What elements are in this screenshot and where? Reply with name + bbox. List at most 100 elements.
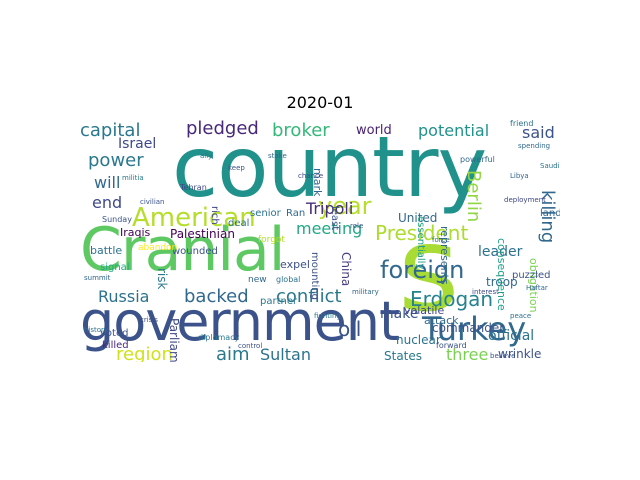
cloud-word: puzzled [512, 270, 550, 281]
cloud-word: attack [424, 314, 459, 327]
cloud-word: end [92, 193, 122, 212]
cloud-word: Haftar [526, 284, 548, 292]
cloud-word: powerful [460, 155, 495, 164]
cloud-word: Palestinian [170, 227, 235, 241]
cloud-word: friend [510, 119, 533, 128]
cloud-word: interest [472, 288, 499, 296]
cloud-word: leader [478, 244, 523, 260]
cloud-word: partner [260, 296, 298, 307]
cloud-word: broker [272, 120, 330, 141]
cloud-word: voted [100, 328, 128, 339]
cloud-word: foreign [380, 256, 464, 284]
cloud-word: forgot [258, 235, 285, 245]
cloud-word: represents [438, 226, 451, 285]
cloud-word: mark [311, 168, 324, 197]
cloud-word: oil [338, 317, 361, 341]
cloud-word: abandon [138, 243, 177, 253]
cloud-word: spending [518, 142, 550, 150]
cloud-word: wrinkle [498, 347, 541, 361]
cloud-word: Tripoli [305, 199, 353, 218]
cloud-word: signal [100, 262, 130, 273]
cloud-word: land [540, 208, 560, 219]
cloud-word: mounting [309, 252, 320, 300]
cloud-word: United [398, 211, 437, 225]
cloud-word: expel [280, 258, 310, 271]
cloud-word: stake [268, 152, 287, 160]
cloud-word: world [356, 123, 392, 138]
cloud-word: Sultan [260, 345, 311, 362]
cloud-word: deal [228, 218, 249, 229]
cloud-word: fighting [314, 312, 341, 320]
cloud-word: Cranial [80, 215, 284, 285]
cloud-word: Russia [98, 287, 149, 306]
cloud-word: obligation [527, 258, 540, 313]
cloud-word: said [522, 123, 555, 142]
cloud-word: crisis [140, 316, 158, 324]
cloud-word: Erdogan [410, 287, 493, 311]
cloud-word: Ran [286, 208, 305, 219]
cloud-word: Iraqis [120, 226, 151, 239]
cloud-word: Israel [118, 136, 156, 152]
cloud-word: potential [418, 121, 489, 140]
cloud-word: commander [432, 321, 504, 335]
cloud-word: three [446, 345, 488, 362]
cloud-word: believe [490, 352, 515, 360]
cloud-word: Turkey [421, 310, 526, 348]
cloud-word: troop [486, 275, 518, 289]
cloud-word: deployment [504, 196, 546, 204]
cloud-word: killing [537, 190, 558, 243]
cloud-word: official [488, 328, 534, 344]
cloud-word: killed [102, 340, 129, 351]
cloud-word: history [84, 326, 108, 334]
cloud-word: government [80, 290, 399, 353]
cloud-word: new [248, 275, 267, 285]
cloud-word: least [329, 206, 340, 230]
cloud-word: consequence [495, 238, 508, 311]
cloud-word: Saudi [540, 162, 560, 170]
cloud-word: militia [122, 174, 144, 182]
cloud-word: backed [184, 286, 249, 307]
cloud-word: civilian [140, 198, 165, 206]
cloud-word: China [339, 252, 353, 286]
cloud-word: capital [80, 120, 140, 141]
cloud-word: pledged [186, 118, 259, 139]
cloud-word: Berlin [463, 170, 484, 222]
cloud-word: President [375, 221, 468, 245]
cloud-word: aim [216, 344, 250, 362]
cloud-word: Parliament [167, 318, 181, 362]
cloud-word: peace [510, 312, 531, 320]
cloud-word: make [380, 306, 418, 322]
cloud-word: Tehran [179, 183, 207, 192]
cloud-word: forward [436, 341, 467, 350]
word-cloud: country Cranial s government Turkey American f… [80, 118, 560, 362]
cloud-word: Sunday [102, 215, 132, 224]
cloud-word: American [132, 203, 256, 233]
cloud-word: nuclear [396, 333, 441, 347]
cloud-word: senior [250, 208, 282, 219]
cloud-word: States [384, 349, 422, 362]
cloud-word: region [116, 344, 173, 362]
cloud-word: keep [228, 164, 245, 172]
cloud-word: power [88, 150, 144, 171]
cloud-word: force [432, 236, 450, 244]
cloud-word: year [318, 192, 372, 220]
cloud-word: country [172, 118, 486, 216]
cloud-word: volatile [404, 304, 444, 317]
figure-title: 2020-01 [286, 93, 354, 112]
cloud-word: wounded [172, 246, 218, 257]
cloud-word: control [238, 342, 262, 350]
cloud-word: diplomacy [198, 333, 240, 342]
cloud-word: ally [200, 152, 212, 160]
cloud-word: military [352, 288, 379, 296]
cloud-word: chance [298, 172, 323, 180]
cloud-word: rich [209, 206, 220, 225]
cloud-word: risk [155, 268, 169, 290]
cloud-word: will [94, 173, 120, 192]
cloud-word: global [276, 275, 300, 284]
cloud-word: role [350, 222, 363, 230]
cloud-word: meeting [296, 219, 362, 238]
cloud-word: s [398, 200, 458, 338]
cloud-word: summit [84, 274, 111, 282]
